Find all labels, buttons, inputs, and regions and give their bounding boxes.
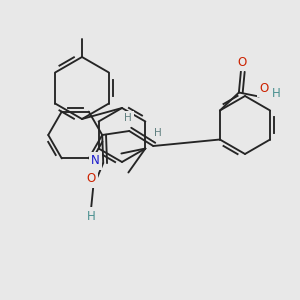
Text: O: O [237,56,247,69]
Text: O: O [87,172,96,185]
Text: H: H [124,113,132,123]
Text: H: H [87,209,96,223]
Text: N: N [91,154,100,167]
Text: H: H [272,87,280,100]
Text: O: O [259,82,268,95]
Text: H: H [154,128,162,138]
